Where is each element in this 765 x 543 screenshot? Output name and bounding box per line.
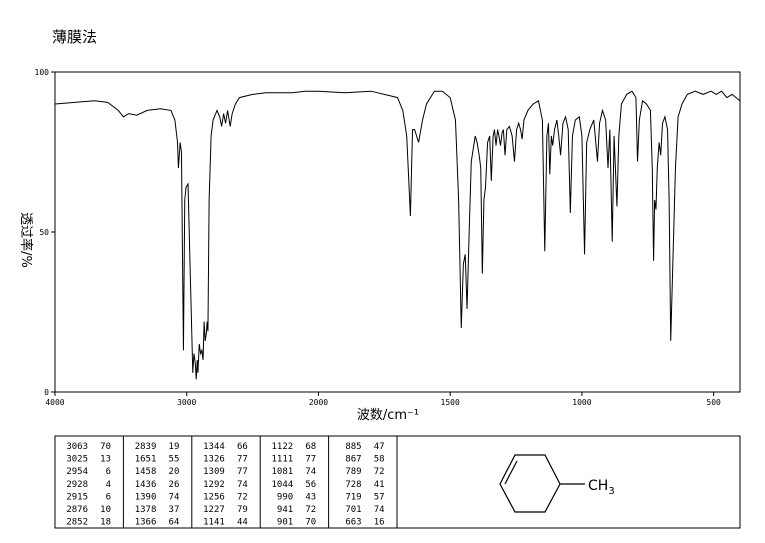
peak-transmittance: 77 [237, 467, 248, 477]
peak-wavenumber: 1458 [135, 467, 157, 477]
peak-transmittance: 57 [374, 492, 385, 502]
peak-wavenumber: 1141 [203, 518, 225, 528]
peak-wavenumber: 901 [277, 518, 293, 528]
peak-wavenumber: 719 [345, 492, 361, 502]
peak-transmittance: 19 [169, 442, 180, 452]
peak-transmittance: 68 [305, 442, 316, 452]
peak-wavenumber: 789 [345, 467, 361, 477]
x-tick-label: 1500 [441, 398, 460, 407]
peak-wavenumber: 1309 [203, 467, 225, 477]
peak-wavenumber: 2928 [66, 480, 88, 490]
peak-transmittance: 20 [169, 467, 180, 477]
peak-transmittance: 58 [374, 455, 385, 465]
peak-transmittance: 56 [305, 480, 316, 490]
x-tick-label: 4000 [45, 398, 64, 407]
y-tick-label: 0 [44, 388, 49, 397]
y-axis-label: 透过率/% [18, 212, 34, 268]
peak-transmittance: 72 [374, 467, 385, 477]
peak-wavenumber: 1044 [272, 480, 294, 490]
peak-wavenumber: 1378 [135, 505, 157, 515]
peak-transmittance: 55 [169, 455, 180, 465]
peak-transmittance: 10 [100, 505, 111, 515]
peak-wavenumber: 701 [345, 505, 361, 515]
x-tick-label: 3000 [177, 398, 196, 407]
double-bond [504, 460, 518, 485]
molecule-label-main: CH [588, 478, 608, 494]
peak-transmittance: 74 [169, 492, 180, 502]
peak-wavenumber: 2954 [66, 467, 88, 477]
peak-wavenumber: 1111 [272, 455, 294, 465]
peak-wavenumber: 2915 [66, 492, 88, 502]
peak-wavenumber: 1651 [135, 455, 157, 465]
plot-frame [54, 71, 741, 393]
y-tick-label: 100 [35, 68, 50, 77]
peak-wavenumber: 941 [277, 505, 293, 515]
peak-transmittance: 72 [305, 505, 316, 515]
peak-transmittance: 41 [374, 480, 385, 490]
peak-wavenumber: 728 [345, 480, 361, 490]
peak-transmittance: 72 [237, 492, 248, 502]
x-tick-label: 1000 [572, 398, 591, 407]
peak-wavenumber: 3025 [66, 455, 88, 465]
x-axis-label: 波数/cm⁻¹ [357, 408, 419, 423]
peak-transmittance: 66 [237, 442, 248, 452]
x-tick-label: 2000 [309, 398, 328, 407]
peak-transmittance: 26 [169, 480, 180, 490]
molecule-subscript: 3 [608, 486, 614, 497]
peak-transmittance: 70 [305, 518, 316, 528]
peak-transmittance: 43 [305, 492, 316, 502]
peak-transmittance: 79 [237, 505, 248, 515]
peak-wavenumber: 663 [345, 518, 361, 528]
peak-wavenumber: 867 [345, 455, 361, 465]
peak-wavenumber: 1292 [203, 480, 225, 490]
x-tick-label: 500 [706, 398, 721, 407]
peak-transmittance: 16 [374, 518, 385, 528]
peak-wavenumber: 1436 [135, 480, 157, 490]
chart-title: 薄膜法 [52, 28, 97, 46]
peak-wavenumber: 885 [345, 442, 361, 452]
peak-transmittance: 64 [169, 518, 180, 528]
peak-wavenumber: 2839 [135, 442, 157, 452]
peak-transmittance: 74 [305, 467, 316, 477]
peak-wavenumber: 3063 [66, 442, 88, 452]
spectrum-line [54, 90, 741, 380]
peak-transmittance: 74 [374, 505, 385, 515]
ring [499, 454, 561, 513]
peak-wavenumber: 990 [277, 492, 293, 502]
peak-transmittance: 6 [106, 467, 111, 477]
peak-wavenumber: 1122 [272, 442, 294, 452]
peak-wavenumber: 1256 [203, 492, 225, 502]
peak-wavenumber: 1227 [203, 505, 225, 515]
molecule [499, 454, 585, 513]
peak-transmittance: 70 [100, 442, 111, 452]
peak-wavenumber: 1326 [203, 455, 225, 465]
peak-wavenumber: 1366 [135, 518, 157, 528]
peak-transmittance: 47 [374, 442, 385, 452]
peak-transmittance: 77 [305, 455, 316, 465]
peak-transmittance: 37 [169, 505, 180, 515]
peak-wavenumber: 1081 [272, 467, 294, 477]
peak-wavenumber: 2852 [66, 518, 88, 528]
peak-transmittance: 74 [237, 480, 248, 490]
peak-transmittance: 6 [106, 492, 111, 502]
molecule-label: CH3 [588, 478, 615, 497]
peak-wavenumber: 2876 [66, 505, 88, 515]
peak-transmittance: 4 [106, 480, 111, 490]
peak-transmittance: 44 [237, 518, 248, 528]
y-tick-label: 50 [39, 228, 49, 237]
peak-transmittance: 77 [237, 455, 248, 465]
peak-wavenumber: 1390 [135, 492, 157, 502]
peak-transmittance: 18 [100, 518, 111, 528]
peak-transmittance: 13 [100, 455, 111, 465]
peak-wavenumber: 1344 [203, 442, 225, 452]
